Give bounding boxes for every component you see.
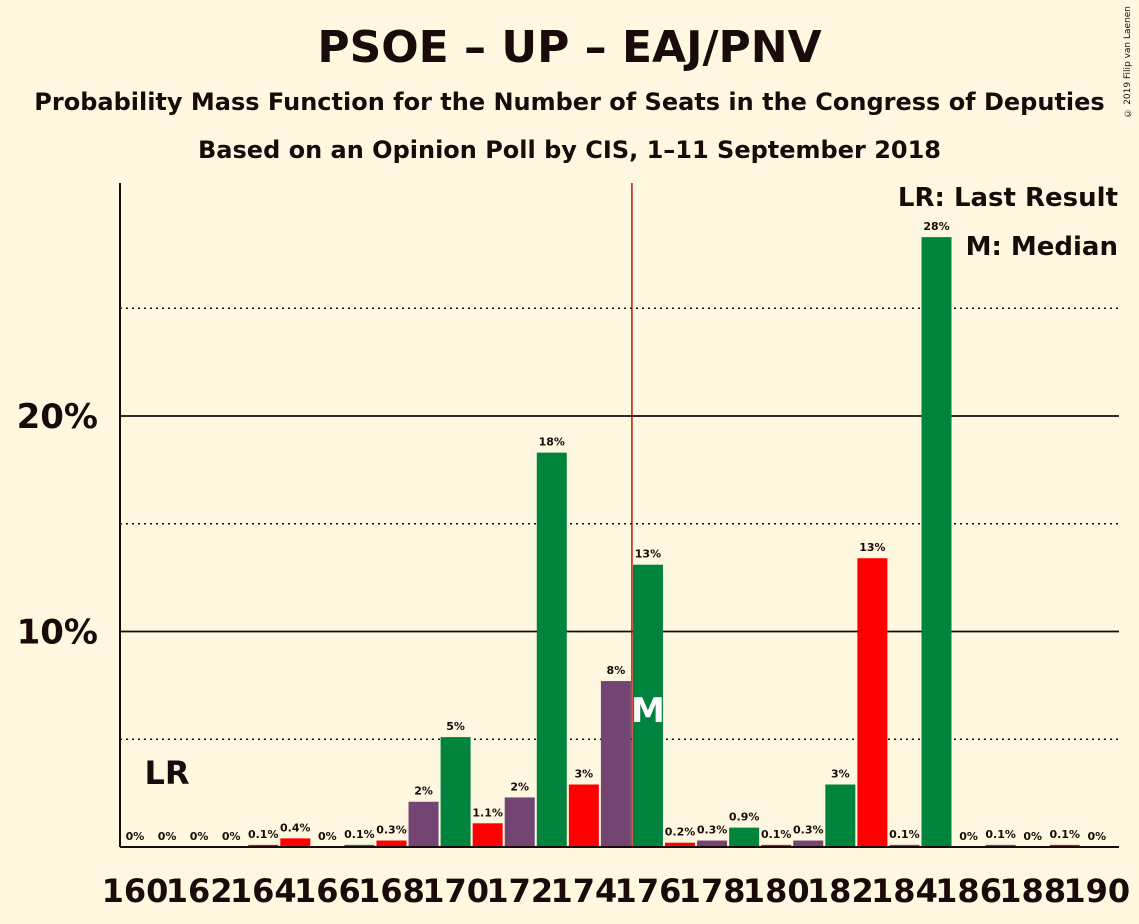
value-label-161: 0% bbox=[158, 830, 177, 843]
bar-187 bbox=[985, 844, 1016, 847]
y-tick-label: 20% bbox=[17, 397, 98, 437]
value-label-187: 0.1% bbox=[985, 828, 1016, 841]
x-tick-label: 164 bbox=[230, 872, 297, 910]
value-label-166: 0% bbox=[318, 830, 337, 843]
bar-169 bbox=[408, 801, 439, 847]
value-label-183: 13% bbox=[859, 541, 885, 554]
value-label-178: 0.3% bbox=[697, 824, 728, 837]
x-tick-label: 172 bbox=[486, 872, 553, 910]
value-label-176: 13% bbox=[635, 548, 661, 561]
x-tick-label: 188 bbox=[999, 872, 1066, 910]
bar-171 bbox=[472, 823, 503, 847]
value-label-189: 0.1% bbox=[1049, 828, 1080, 841]
value-label-180: 0.1% bbox=[761, 828, 792, 841]
value-label-174: 3% bbox=[574, 768, 593, 781]
value-label-173: 18% bbox=[539, 436, 565, 449]
value-label-168: 0.3% bbox=[376, 824, 407, 837]
x-tick-label: 176 bbox=[615, 872, 682, 910]
median-marker: M bbox=[631, 691, 665, 731]
x-tick-label: 160 bbox=[102, 872, 169, 910]
bar-189 bbox=[1049, 844, 1080, 847]
value-label-185: 28% bbox=[923, 220, 949, 233]
bar-165 bbox=[280, 838, 311, 847]
bar-182 bbox=[825, 784, 856, 847]
chart-subtitle: Probability Mass Function for the Number… bbox=[34, 88, 1105, 116]
bar-185 bbox=[921, 237, 952, 847]
legend-last-result: LR: Last Result bbox=[897, 183, 1118, 213]
x-tick-label: 186 bbox=[935, 872, 1002, 910]
legend-median: M: Median bbox=[965, 232, 1118, 262]
value-label-188: 0% bbox=[1023, 830, 1042, 843]
bar-174 bbox=[568, 784, 599, 847]
bar-175 bbox=[600, 681, 631, 847]
bar-184 bbox=[889, 844, 920, 847]
value-label-190: 0% bbox=[1087, 830, 1106, 843]
x-tick-label: 168 bbox=[358, 872, 425, 910]
bar-164 bbox=[248, 844, 279, 847]
bar-177 bbox=[665, 842, 696, 847]
bar-172 bbox=[504, 797, 535, 847]
x-tick-label: 180 bbox=[743, 872, 810, 910]
value-label-171: 1.1% bbox=[472, 806, 503, 819]
value-label-170: 5% bbox=[446, 720, 465, 733]
value-label-164: 0.1% bbox=[248, 828, 279, 841]
bar-167 bbox=[344, 844, 375, 847]
value-label-163: 0% bbox=[222, 830, 241, 843]
value-label-184: 0.1% bbox=[889, 828, 920, 841]
x-tick-label: 190 bbox=[1063, 872, 1130, 910]
x-tick-label: 174 bbox=[550, 872, 617, 910]
value-label-186: 0% bbox=[959, 830, 978, 843]
bar-170 bbox=[440, 737, 471, 847]
value-label-177: 0.2% bbox=[665, 826, 696, 839]
x-tick-label: 170 bbox=[422, 872, 489, 910]
x-tick-label: 166 bbox=[294, 872, 361, 910]
bar-181 bbox=[793, 840, 824, 847]
value-label-162: 0% bbox=[190, 830, 209, 843]
chart-subtitle-poll: Based on an Opinion Poll by CIS, 1–11 Se… bbox=[198, 136, 941, 164]
y-tick-label: 10% bbox=[17, 613, 98, 653]
x-tick-label: 182 bbox=[807, 872, 874, 910]
x-tick-label: 178 bbox=[679, 872, 746, 910]
value-label-167: 0.1% bbox=[344, 828, 375, 841]
bar-178 bbox=[697, 840, 728, 847]
x-tick-label: 184 bbox=[871, 872, 938, 910]
x-tick-label: 162 bbox=[166, 872, 233, 910]
value-label-181: 0.3% bbox=[793, 824, 824, 837]
bar-183 bbox=[857, 558, 888, 847]
value-label-160: 0% bbox=[126, 830, 145, 843]
value-label-169: 2% bbox=[414, 785, 433, 798]
value-label-165: 0.4% bbox=[280, 821, 311, 834]
value-label-182: 3% bbox=[831, 768, 850, 781]
bar-173 bbox=[536, 452, 567, 847]
bar-176 bbox=[632, 564, 663, 847]
value-label-172: 2% bbox=[510, 780, 529, 793]
bar-179 bbox=[729, 827, 760, 847]
bar-168 bbox=[376, 840, 407, 847]
chart-title: PSOE – UP – EAJ/PNV bbox=[317, 22, 822, 73]
bar-180 bbox=[761, 844, 792, 847]
value-label-179: 0.9% bbox=[729, 811, 760, 824]
value-label-175: 8% bbox=[607, 664, 626, 677]
last-result-marker: LR bbox=[145, 754, 190, 792]
